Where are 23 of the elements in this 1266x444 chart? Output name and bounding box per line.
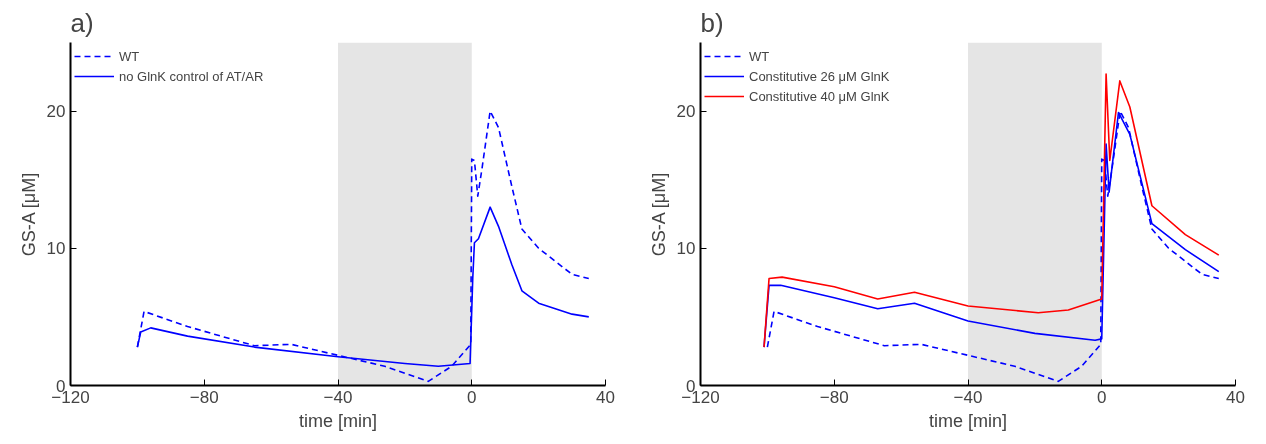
x-axis-title: time [min] — [928, 410, 1008, 431]
x-tick-label: 40 — [1226, 387, 1245, 407]
x-tick-label: −40 — [323, 387, 353, 407]
x-tick-label: −80 — [819, 387, 849, 407]
y-axis-title: GS-A [μM] — [648, 172, 669, 257]
x-tick-label: −40 — [953, 387, 983, 407]
chart-title: a) — [70, 7, 94, 38]
y-tick-label: 10 — [676, 239, 696, 259]
legend-label: no GlnK control of AT/AR — [119, 68, 264, 84]
legend-label: Constitutive 40 μM GlnK — [749, 88, 890, 104]
x-axis-title: time [min] — [298, 410, 378, 431]
y-tick-label: 10 — [46, 239, 66, 259]
x-tick-label: 0 — [1097, 387, 1107, 407]
x-tick-label: 40 — [596, 387, 615, 407]
x-tick-label: 0 — [467, 387, 477, 407]
legend-label: Constitutive 26 μM GlnK — [749, 68, 890, 84]
y-tick-label: 20 — [46, 102, 66, 122]
y-tick-label: 20 — [676, 102, 696, 122]
chart-title: b) — [700, 7, 724, 38]
legend-label: WT — [119, 48, 140, 64]
legend-label: WT — [749, 48, 770, 64]
x-tick-label: −80 — [189, 387, 219, 407]
y-axis-title: GS-A [μM] — [18, 172, 39, 257]
